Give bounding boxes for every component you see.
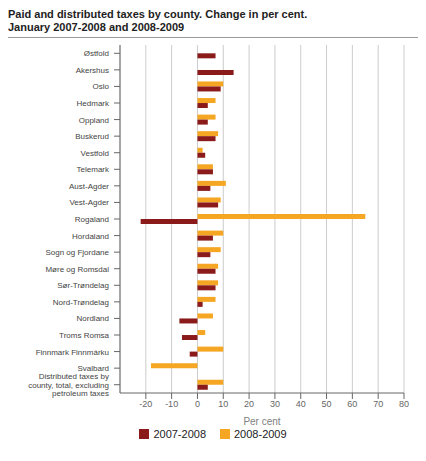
svg-text:70: 70 [373, 399, 383, 409]
svg-text:20: 20 [244, 399, 254, 409]
svg-text:60: 60 [347, 399, 357, 409]
svg-text:Møre og Romsdal: Møre og Romsdal [45, 264, 109, 273]
svg-text:80: 80 [399, 399, 409, 409]
svg-text:-10: -10 [165, 399, 178, 409]
html-text:Paid and distributed taxes by: Paid and distributed taxes by county. Ch… [8, 8, 308, 20]
svg-text:Sogn og Fjordane: Sogn og Fjordane [45, 248, 109, 257]
svg-text:Vestfold: Vestfold [81, 148, 109, 157]
svg-text:Sør-Trøndelag: Sør-Trøndelag [57, 281, 109, 290]
svg-text:Oppland: Oppland [79, 115, 109, 124]
html-text:January 2007-2008 and 2008-200: January 2007-2008 and 2008-2009 [8, 21, 185, 33]
svg-text:Vest-Agder: Vest-Agder [69, 198, 109, 207]
svg-text:Buskerud: Buskerud [75, 132, 109, 141]
svg-text:Oslo: Oslo [93, 82, 110, 91]
svg-text:Finnmark Finnmárku: Finnmark Finnmárku [36, 347, 109, 356]
svg-text:Akershus: Akershus [76, 65, 109, 74]
svg-text:Distributed taxes bycounty, to: Distributed taxes bycounty, total, exclu… [28, 372, 109, 398]
svg-text:30: 30 [270, 399, 280, 409]
svg-text:Troms Romsa: Troms Romsa [59, 331, 109, 340]
svg-text:Østfold: Østfold [84, 49, 109, 58]
svg-text:50: 50 [322, 399, 332, 409]
svg-text:10: 10 [218, 399, 228, 409]
svg-text:Per cent: Per cent [243, 416, 280, 425]
svg-text:Nord-Trøndelag: Nord-Trøndelag [53, 297, 109, 306]
html-text:2007-2008: 2007-2008 [153, 428, 206, 440]
html-text:2008-2009: 2008-2009 [234, 428, 287, 440]
svg-text:-20: -20 [139, 399, 152, 409]
svg-text:Hordaland: Hordaland [72, 231, 109, 240]
svg-text:Svalbard: Svalbard [77, 363, 109, 373]
svg-text:0: 0 [195, 399, 200, 409]
svg-text:Rogaland: Rogaland [75, 215, 109, 224]
svg-text:Hedmark: Hedmark [77, 99, 110, 108]
svg-text:40: 40 [296, 399, 306, 409]
svg-text:Telemark: Telemark [77, 165, 110, 174]
svg-text:Nordland: Nordland [77, 314, 109, 323]
svg-text:Aust-Agder: Aust-Agder [69, 181, 109, 190]
